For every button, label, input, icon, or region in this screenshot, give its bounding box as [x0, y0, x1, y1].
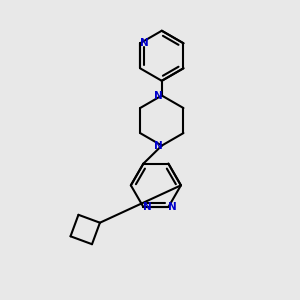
- Text: N: N: [143, 202, 152, 212]
- Text: N: N: [154, 141, 162, 151]
- Text: N: N: [140, 38, 148, 48]
- Text: N: N: [154, 91, 162, 100]
- Text: N: N: [168, 202, 177, 212]
